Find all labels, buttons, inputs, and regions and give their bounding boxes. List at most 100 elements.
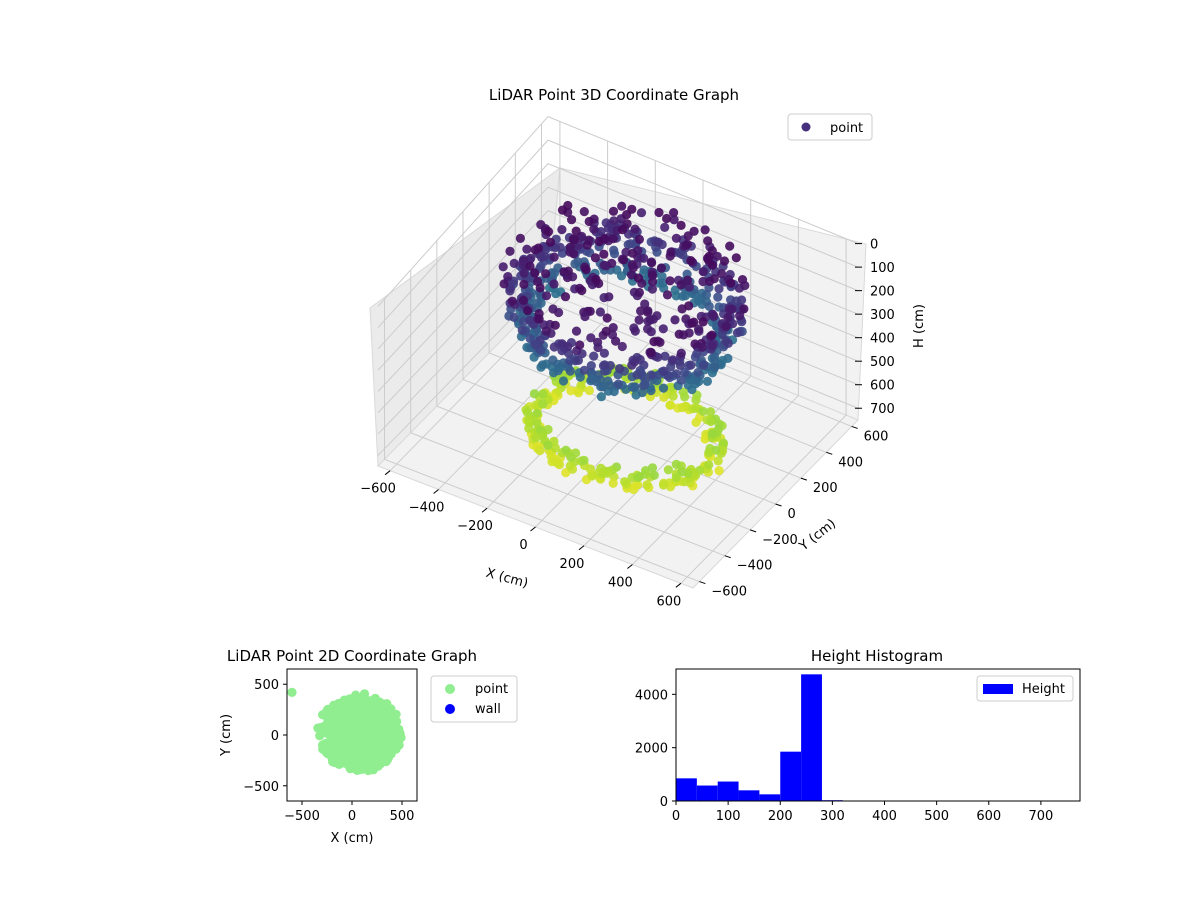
scatter3d-point xyxy=(638,381,649,391)
histogram-x-tick-label: 600 xyxy=(976,809,1001,824)
scatter3d-point xyxy=(600,366,610,376)
scatter2d-point xyxy=(370,747,380,757)
scatter2d-point xyxy=(380,741,390,751)
scatter3d-point xyxy=(499,279,509,289)
histogram-x-tick-label: 700 xyxy=(1028,809,1053,824)
scatter3d-point xyxy=(613,379,623,389)
scatter3d-zlabel: H (cm) xyxy=(912,304,927,348)
scatter3d-z-tick-label: 0 xyxy=(870,238,878,253)
scatter3d-point xyxy=(519,268,529,278)
scatter3d-point xyxy=(687,318,697,328)
scatter3d-point xyxy=(594,278,604,289)
scatter3d-point xyxy=(608,234,618,244)
scatter3d-point xyxy=(643,307,653,317)
scatter3d-point xyxy=(702,376,713,386)
scatter3d-point xyxy=(587,471,597,481)
scatter3d-point xyxy=(632,370,642,380)
histogram-y-tick-label: 4000 xyxy=(635,688,668,703)
scatter3d-point xyxy=(593,342,603,353)
scatter3d-point xyxy=(507,296,517,306)
scatter3d-point xyxy=(553,366,563,376)
scatter3d-point xyxy=(721,321,731,331)
scatter3d-x-tick-mark xyxy=(384,470,391,476)
scatter3d-x-tick-label: 600 xyxy=(656,594,681,609)
scatter3d-point xyxy=(550,320,560,330)
scatter3d-point xyxy=(698,267,708,277)
scatter3d-point xyxy=(565,366,575,376)
scatter3d-point xyxy=(515,233,526,243)
scatter3d-ylabel: Y (cm) xyxy=(796,516,839,554)
scatter3d-point xyxy=(671,233,682,243)
scatter3d-xlabel: X (cm) xyxy=(484,566,529,592)
histogram-bars xyxy=(676,674,843,801)
scatter3d-point xyxy=(626,270,637,280)
scatter3d-point xyxy=(498,262,508,272)
scatter3d-point xyxy=(549,279,559,289)
scatter3d-point xyxy=(705,276,715,286)
scatter3d-point xyxy=(541,269,551,279)
scatter3d-y-tick-label: 600 xyxy=(864,429,889,444)
scatter3d-point xyxy=(642,480,652,490)
scatter3d-point xyxy=(525,261,535,271)
scatter3d-point xyxy=(658,480,669,490)
scatter2d-point xyxy=(348,693,358,703)
scatter3d-x-tick-label: −600 xyxy=(360,482,396,497)
scatter3d-point xyxy=(692,349,702,359)
scatter3d-point xyxy=(611,336,621,346)
scatter3d-point xyxy=(690,339,700,349)
scatter3d-point xyxy=(630,326,640,336)
scatter3d-point xyxy=(712,251,722,261)
scatter2d-title: LiDAR Point 2D Coordinate Graph xyxy=(227,647,477,665)
scatter3d-y-tick-mark xyxy=(749,529,757,533)
scatter3d-point xyxy=(691,395,701,405)
scatter3d-y-tick-mark xyxy=(826,451,833,455)
scatter3d-z-tick-label: 700 xyxy=(870,402,895,417)
scatter2d-legend: point wall xyxy=(430,675,518,723)
scatter3d-y-tick-label: 0 xyxy=(788,507,796,522)
scatter3d-point xyxy=(663,465,674,475)
scatter3d-x-tick-mark xyxy=(530,526,536,532)
scatter3d-point xyxy=(691,403,701,413)
scatter3d-point xyxy=(605,380,615,390)
scatter3d-point xyxy=(704,447,714,458)
scatter3d-point xyxy=(657,271,667,281)
scatter3d-x-tick-mark xyxy=(578,545,585,551)
scatter3d-point xyxy=(549,342,559,352)
scatter3d-point xyxy=(630,224,640,234)
scatter3d-point xyxy=(535,283,545,293)
scatter3d-point xyxy=(599,249,609,259)
scatter3d-point xyxy=(569,249,579,259)
scatter2d-legend-point-label: point xyxy=(475,682,508,697)
scatter3d-point xyxy=(665,400,675,410)
scatter3d-point xyxy=(636,208,647,218)
scatter3d-point xyxy=(716,269,727,279)
scatter3d-point xyxy=(535,446,545,456)
scatter3d-point xyxy=(662,290,673,300)
scatter3d-point xyxy=(532,418,542,428)
scatter3d-x-tick-mark xyxy=(481,507,488,513)
histogram-x-tick-label: 500 xyxy=(924,809,949,824)
scatter3d-point xyxy=(725,241,735,251)
scatter3d-grid-y-floor xyxy=(488,352,802,479)
scatter3d-point xyxy=(582,240,592,250)
scatter3d-point xyxy=(623,240,633,250)
scatter3d-point xyxy=(659,366,669,376)
scatter3d-y-tick-label: −600 xyxy=(711,585,747,600)
scatter3d-point xyxy=(659,283,669,293)
scatter3d-point xyxy=(584,385,595,396)
scatter3d-point xyxy=(530,339,540,349)
scatter3d-point xyxy=(643,324,653,334)
scatter3d-point xyxy=(699,360,709,370)
scatter3d-point xyxy=(600,360,610,370)
scatter3d-point xyxy=(649,337,659,347)
scatter3d-grid-z xyxy=(377,186,859,371)
scatter3d-point xyxy=(601,326,611,336)
scatter3d-point xyxy=(595,307,606,317)
scatter3d-point xyxy=(669,215,679,225)
scatter2d-xlabel: X (cm) xyxy=(331,831,374,846)
scatter3d-legend-label: point xyxy=(830,121,863,136)
scatter3d-point xyxy=(503,272,513,282)
scatter3d-point xyxy=(569,234,579,245)
scatter3d-point xyxy=(586,333,596,343)
scatter3d-point xyxy=(579,365,589,375)
